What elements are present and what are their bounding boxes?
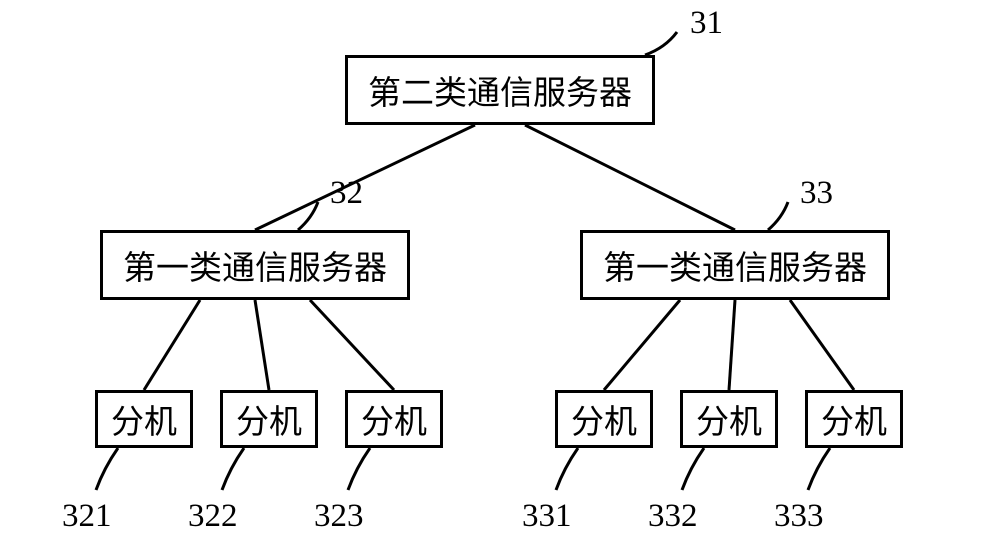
- label-n321: 321: [62, 498, 112, 535]
- node-n32: 第一类通信服务器: [100, 230, 410, 300]
- node-n333: 分机: [805, 390, 903, 448]
- hook-n321: [96, 448, 118, 490]
- label-n331: 331: [522, 498, 572, 535]
- node-n332: 分机: [680, 390, 778, 448]
- edge-n31-n33: [525, 125, 735, 230]
- node-n321: 分机: [95, 390, 193, 448]
- edge-n32-n322: [255, 300, 269, 390]
- node-n31: 第二类通信服务器: [345, 55, 655, 125]
- hook-n33: [768, 202, 788, 230]
- edge-n32-n321: [144, 300, 200, 390]
- hook-n332: [682, 448, 704, 490]
- hook-n333: [808, 448, 830, 490]
- hook-n322: [222, 448, 244, 490]
- edge-n33-n332: [729, 300, 735, 390]
- edge-n31-n32: [255, 125, 475, 230]
- node-n322: 分机: [220, 390, 318, 448]
- edge-n32-n323: [310, 300, 394, 390]
- label-n322: 322: [188, 498, 238, 535]
- edge-n33-n333: [790, 300, 854, 390]
- label-n323: 323: [314, 498, 364, 535]
- label-n332: 332: [648, 498, 698, 535]
- label-n333: 333: [774, 498, 824, 535]
- label-n31: 31: [690, 5, 723, 42]
- label-n33: 33: [800, 175, 833, 212]
- label-n32: 32: [330, 175, 363, 212]
- node-n323: 分机: [345, 390, 443, 448]
- hook-n331: [556, 448, 578, 490]
- hook-n323: [348, 448, 370, 490]
- hook-n31: [645, 32, 677, 55]
- node-n331: 分机: [555, 390, 653, 448]
- edge-n33-n331: [604, 300, 680, 390]
- node-n33: 第一类通信服务器: [580, 230, 890, 300]
